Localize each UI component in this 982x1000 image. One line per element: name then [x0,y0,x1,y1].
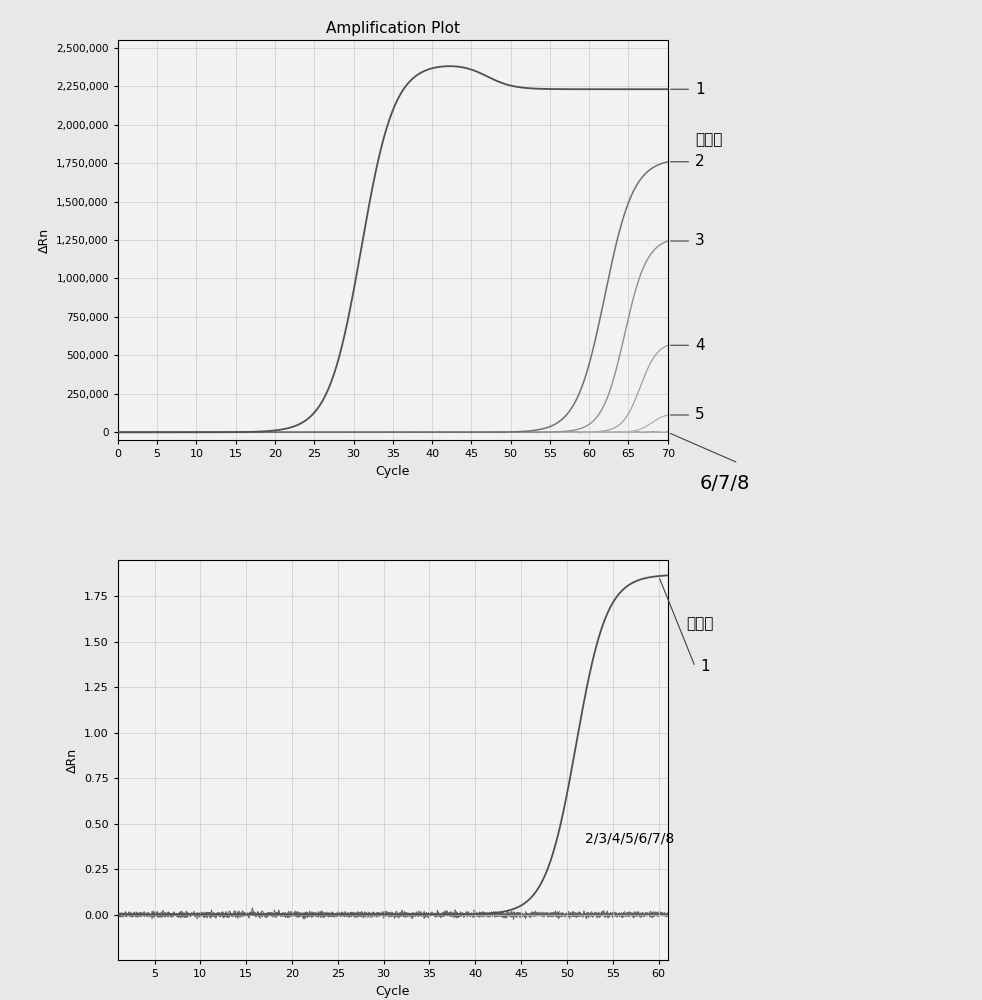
Text: 1: 1 [695,82,705,97]
Y-axis label: ΔRn: ΔRn [37,227,51,253]
X-axis label: Cycle: Cycle [375,985,410,998]
Text: 5: 5 [695,407,705,422]
Y-axis label: ΔRn: ΔRn [66,747,79,773]
Text: 2: 2 [695,154,705,169]
Text: 实验组: 实验组 [686,616,714,631]
Text: 3: 3 [695,233,705,248]
Title: Amplification Plot: Amplification Plot [326,21,460,36]
Text: 1: 1 [700,659,709,674]
Text: 4: 4 [695,338,705,353]
Text: 对照组: 对照组 [695,132,723,147]
Text: 2/3/4/5/6/7/8: 2/3/4/5/6/7/8 [585,831,675,845]
X-axis label: Cycle: Cycle [375,465,410,478]
Text: 6/7/8: 6/7/8 [699,474,749,493]
